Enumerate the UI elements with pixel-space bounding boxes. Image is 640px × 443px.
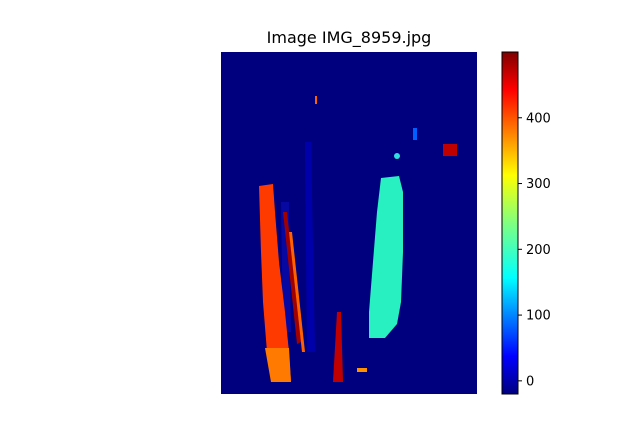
colorbar-tick-label: 100 (526, 309, 551, 324)
red-spike (333, 312, 343, 382)
colorbar-tick-label: 200 (526, 243, 551, 258)
blue-streak-mid (305, 142, 315, 352)
colorbar-ticks: 0 100 200 300 400 (518, 111, 551, 389)
colorbar-tick-label: 300 (526, 177, 551, 192)
colorbar-gradient (501, 51, 519, 395)
dark-red-streak (283, 212, 301, 344)
colorbar-tick-label: 0 (526, 374, 534, 389)
heatmap-background (221, 52, 477, 394)
small-orange-dot (357, 368, 367, 372)
top-right-spot (443, 144, 457, 156)
left-strip (259, 184, 291, 382)
cyan-spot (394, 153, 400, 159)
chart-title: Image IMG_8959.jpg (266, 28, 432, 47)
heatmap-image (221, 52, 477, 394)
colorbar: 0 100 200 300 400 (501, 51, 551, 395)
orange-streak (289, 232, 305, 352)
colorbar-tick-label: 400 (526, 111, 551, 126)
left-strip-bottom (265, 348, 291, 382)
right-strip (369, 176, 403, 338)
blue-spot (413, 128, 417, 140)
small-mark-top (315, 96, 317, 104)
